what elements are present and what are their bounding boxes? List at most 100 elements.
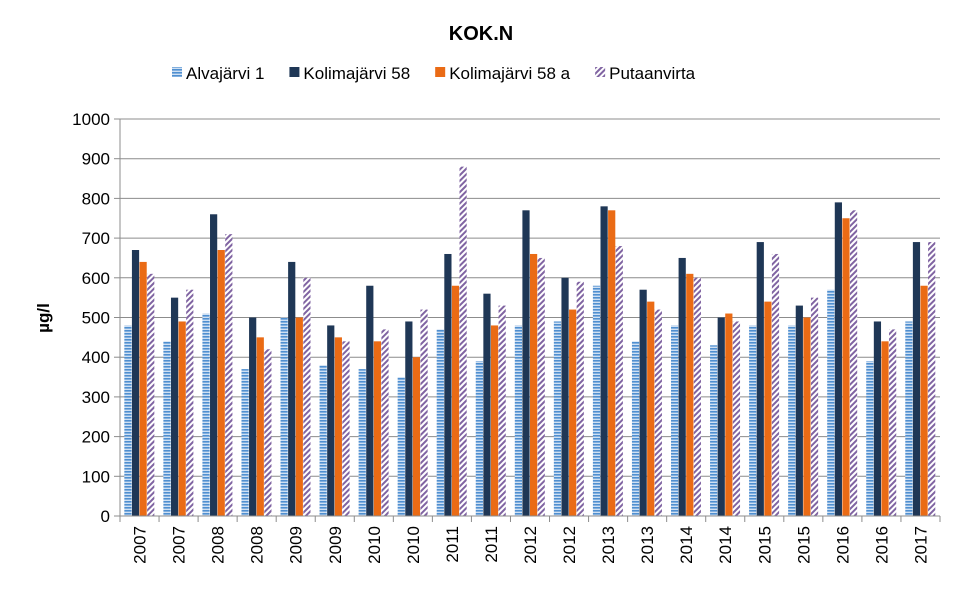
- bar-putaanvirta: [889, 329, 897, 516]
- bar-alvajarvi-1: [592, 285, 601, 516]
- bar-alvajarvi-1: [788, 325, 796, 516]
- bar-putaanvirta: [537, 257, 545, 516]
- legend-swatch: [595, 67, 606, 77]
- bar-alvajarvi-1: [124, 325, 132, 516]
- bar-putaanvirta: [147, 273, 155, 516]
- bar-putaanvirta: [225, 234, 233, 516]
- x-tick-label: 2014: [716, 526, 735, 564]
- legend-item-kolimajarvi-58: Kolimajärvi 58: [289, 64, 410, 83]
- x-tick-label: 2016: [833, 526, 852, 564]
- bar-alvajarvi-1: [358, 369, 366, 516]
- x-tick-label: 2010: [365, 526, 384, 564]
- legend-label: Alvajärvi 1: [186, 64, 264, 83]
- bar-kolimajarvi-58-a: [764, 301, 772, 516]
- bar-kolimajarvi-58: [210, 214, 218, 516]
- bar-kolimajarvi-58: [444, 253, 452, 517]
- legend-label: Kolimajärvi 58 a: [449, 64, 570, 83]
- x-tick-label: 2015: [794, 526, 813, 564]
- bar-kolimajarvi-58: [170, 297, 179, 516]
- bar-kolimajarvi-58-a: [334, 337, 342, 516]
- x-tick-label: 2011: [443, 526, 462, 563]
- y-tick-label: 300: [82, 388, 110, 407]
- bar-alvajarvi-1: [670, 325, 679, 516]
- x-tick-label: 2014: [677, 526, 696, 564]
- bar-alvajarvi-1: [280, 317, 288, 516]
- x-tick-label: 2009: [326, 526, 345, 564]
- bar-alvajarvi-1: [749, 325, 757, 516]
- legend-swatch: [289, 67, 300, 77]
- legend-item-alvajarvi-1: Alvajärvi 1: [172, 64, 264, 83]
- bar-kolimajarvi-58: [483, 293, 491, 516]
- y-tick-label: 400: [82, 348, 110, 367]
- bar-kolimajarvi-58-a: [881, 341, 889, 516]
- x-tick-label: 2013: [638, 526, 657, 564]
- x-tick-label: 2008: [248, 526, 267, 564]
- bar-kolimajarvi-58-a: [842, 218, 850, 516]
- bar-putaanvirta: [303, 277, 311, 516]
- bar-putaanvirta: [576, 281, 584, 516]
- x-tick-label: 2017: [911, 526, 930, 564]
- bar-alvajarvi-1: [319, 365, 327, 516]
- bar-kolimajarvi-58-a: [295, 317, 303, 516]
- bar-putaanvirta: [849, 210, 858, 516]
- bar-putaanvirta: [615, 246, 623, 517]
- bar-alvajarvi-1: [514, 325, 522, 516]
- chart-title: KOK.N: [449, 23, 513, 45]
- legend-label: Kolimajärvi 58: [303, 64, 410, 83]
- legend-item-putaanvirta: Putaanvirta: [595, 64, 696, 83]
- legend-label: Putaanvirta: [609, 64, 696, 83]
- bar-kolimajarvi-58: [249, 317, 257, 516]
- y-tick-label: 200: [82, 428, 110, 447]
- bar-alvajarvi-1: [631, 341, 640, 516]
- bar-kolimajarvi-58-a: [530, 253, 538, 517]
- bar-putaanvirta: [420, 309, 428, 516]
- x-tick-label: 2016: [872, 526, 891, 564]
- bar-kolimajarvi-58-a: [686, 273, 694, 516]
- bar-putaanvirta: [693, 277, 701, 516]
- bar-kolimajarvi-58-a: [803, 317, 811, 516]
- bar-putaanvirta: [654, 309, 662, 516]
- y-axis-ticks: 0 100 200 300 400 500 600 700 800 900 1000: [72, 110, 120, 526]
- bar-kolimajarvi-58: [756, 242, 764, 516]
- bar-kolimajarvi-58: [600, 206, 608, 516]
- legend-swatch: [172, 67, 182, 77]
- bar-kolimajarvi-58-a: [920, 285, 928, 516]
- x-tick-label: 2015: [755, 526, 774, 564]
- bar-putaanvirta: [928, 242, 936, 516]
- legend-swatch: [435, 67, 446, 77]
- bar-kolimajarvi-58: [873, 321, 882, 516]
- bar-kolimajarvi-58-a: [217, 250, 225, 516]
- x-tick-label: 2008: [209, 526, 228, 564]
- x-tick-label: 2007: [170, 526, 189, 564]
- bar-kolimajarvi-58: [678, 257, 686, 516]
- bar-kolimajarvi-58: [522, 210, 530, 516]
- legend: Alvajärvi 1 Kolimajärvi 58 Kolimajärvi 58 …: [172, 64, 696, 83]
- bar-kolimajarvi-58-a: [412, 357, 421, 516]
- y-axis-label: µg/l: [34, 303, 53, 333]
- legend-item-kolimajarvi-58-a: Kolimajärvi 58 a: [435, 64, 571, 83]
- bar-kolimajarvi-58-a: [451, 285, 460, 516]
- bar-putaanvirta: [381, 329, 389, 516]
- bar-alvajarvi-1: [163, 341, 171, 516]
- y-tick-label: 700: [82, 229, 110, 248]
- bar-kolimajarvi-58: [405, 321, 413, 516]
- bar-alvajarvi-1: [475, 361, 483, 516]
- bar-kolimajarvi-58: [795, 305, 803, 516]
- bar-putaanvirta: [498, 305, 506, 516]
- bar-putaanvirta: [342, 341, 350, 516]
- bar-putaanvirta: [732, 321, 741, 516]
- bar-kolimajarvi-58: [288, 261, 296, 516]
- x-axis-ticks: 2007 2007 2008 2008 2009 2009 2010 2010 2011 2011…: [119, 516, 941, 564]
- bar-putaanvirta: [264, 349, 272, 516]
- bars: [124, 166, 936, 517]
- bar-kolimajarvi-58-a: [373, 341, 382, 516]
- bar-putaanvirta: [810, 297, 819, 516]
- bar-putaanvirta: [459, 166, 467, 516]
- bar-putaanvirta: [771, 253, 780, 517]
- x-tick-label: 2010: [404, 526, 423, 564]
- bar-kolimajarvi-58: [912, 242, 921, 516]
- y-tick-label: 1000: [72, 110, 110, 129]
- bar-kolimajarvi-58-a: [569, 309, 577, 516]
- x-tick-label: 2011: [482, 526, 501, 563]
